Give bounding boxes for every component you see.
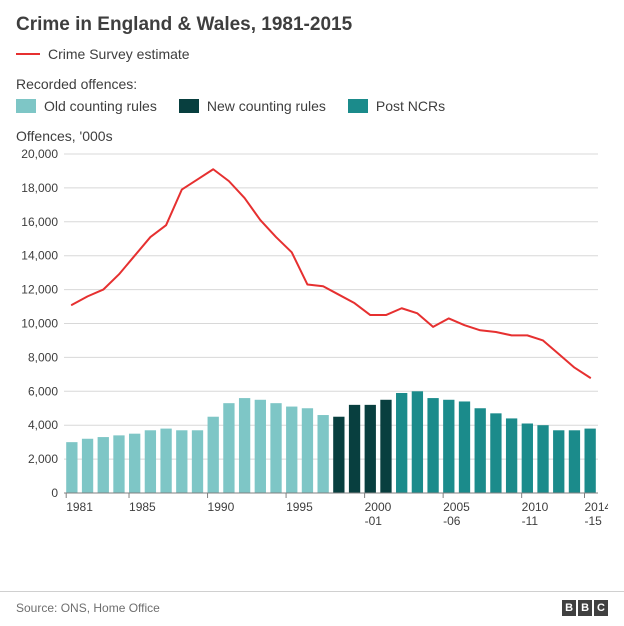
svg-text:2000: 2000 bbox=[365, 500, 392, 514]
chart-svg: 0 2,000 4,000 6,000 8,000 10,000 12,000 14,000 1… bbox=[16, 148, 608, 533]
legend-label: New counting rules bbox=[207, 98, 326, 114]
bbc-box: B bbox=[578, 600, 592, 616]
legend-label: Old counting rules bbox=[44, 98, 157, 114]
svg-text:12,000: 12,000 bbox=[21, 283, 58, 297]
chart: 0 2,000 4,000 6,000 8,000 10,000 12,000 14,000 1… bbox=[16, 148, 608, 538]
y-axis-label: Offences, '000s bbox=[16, 128, 608, 144]
legend-line: Crime Survey estimate bbox=[16, 46, 608, 62]
svg-text:1981: 1981 bbox=[66, 500, 93, 514]
line-swatch bbox=[16, 53, 40, 55]
legend-label: Post NCRs bbox=[376, 98, 445, 114]
svg-text:20,000: 20,000 bbox=[21, 148, 58, 161]
svg-text:-06: -06 bbox=[443, 514, 461, 528]
svg-text:1990: 1990 bbox=[208, 500, 235, 514]
svg-text:0: 0 bbox=[51, 486, 58, 500]
legend-swatch bbox=[348, 99, 368, 113]
svg-text:6,000: 6,000 bbox=[28, 384, 58, 398]
bbc-box: B bbox=[562, 600, 576, 616]
svg-text:-11: -11 bbox=[522, 514, 539, 528]
svg-text:-01: -01 bbox=[365, 514, 383, 528]
legend-item: New counting rules bbox=[179, 98, 326, 114]
legend-item: Old counting rules bbox=[16, 98, 157, 114]
line-series-label: Crime Survey estimate bbox=[48, 46, 190, 62]
svg-text:10,000: 10,000 bbox=[21, 317, 58, 331]
bbc-logo: BBC bbox=[562, 600, 608, 616]
bbc-box: C bbox=[594, 600, 608, 616]
svg-text:18,000: 18,000 bbox=[21, 181, 58, 195]
svg-text:16,000: 16,000 bbox=[21, 215, 58, 229]
legend-bars: Old counting rules New counting rules Post… bbox=[16, 98, 608, 114]
svg-text:1995: 1995 bbox=[286, 500, 313, 514]
svg-text:2,000: 2,000 bbox=[28, 452, 58, 466]
svg-text:14,000: 14,000 bbox=[21, 249, 58, 263]
svg-text:4,000: 4,000 bbox=[28, 418, 58, 432]
svg-text:8,000: 8,000 bbox=[28, 350, 58, 364]
svg-text:2005: 2005 bbox=[443, 500, 470, 514]
legend-item: Post NCRs bbox=[348, 98, 445, 114]
chart-footer: Source: ONS, Home Office BBC bbox=[0, 591, 624, 626]
svg-text:2010: 2010 bbox=[522, 500, 549, 514]
chart-title: Crime in England & Wales, 1981-2015 bbox=[16, 14, 608, 36]
legend-swatch bbox=[16, 99, 36, 113]
recorded-label: Recorded offences: bbox=[16, 76, 608, 92]
legend-swatch bbox=[179, 99, 199, 113]
svg-text:1985: 1985 bbox=[129, 500, 156, 514]
source-text: Source: ONS, Home Office bbox=[16, 601, 160, 615]
svg-text:-15: -15 bbox=[584, 514, 602, 528]
svg-text:2014: 2014 bbox=[584, 500, 608, 514]
